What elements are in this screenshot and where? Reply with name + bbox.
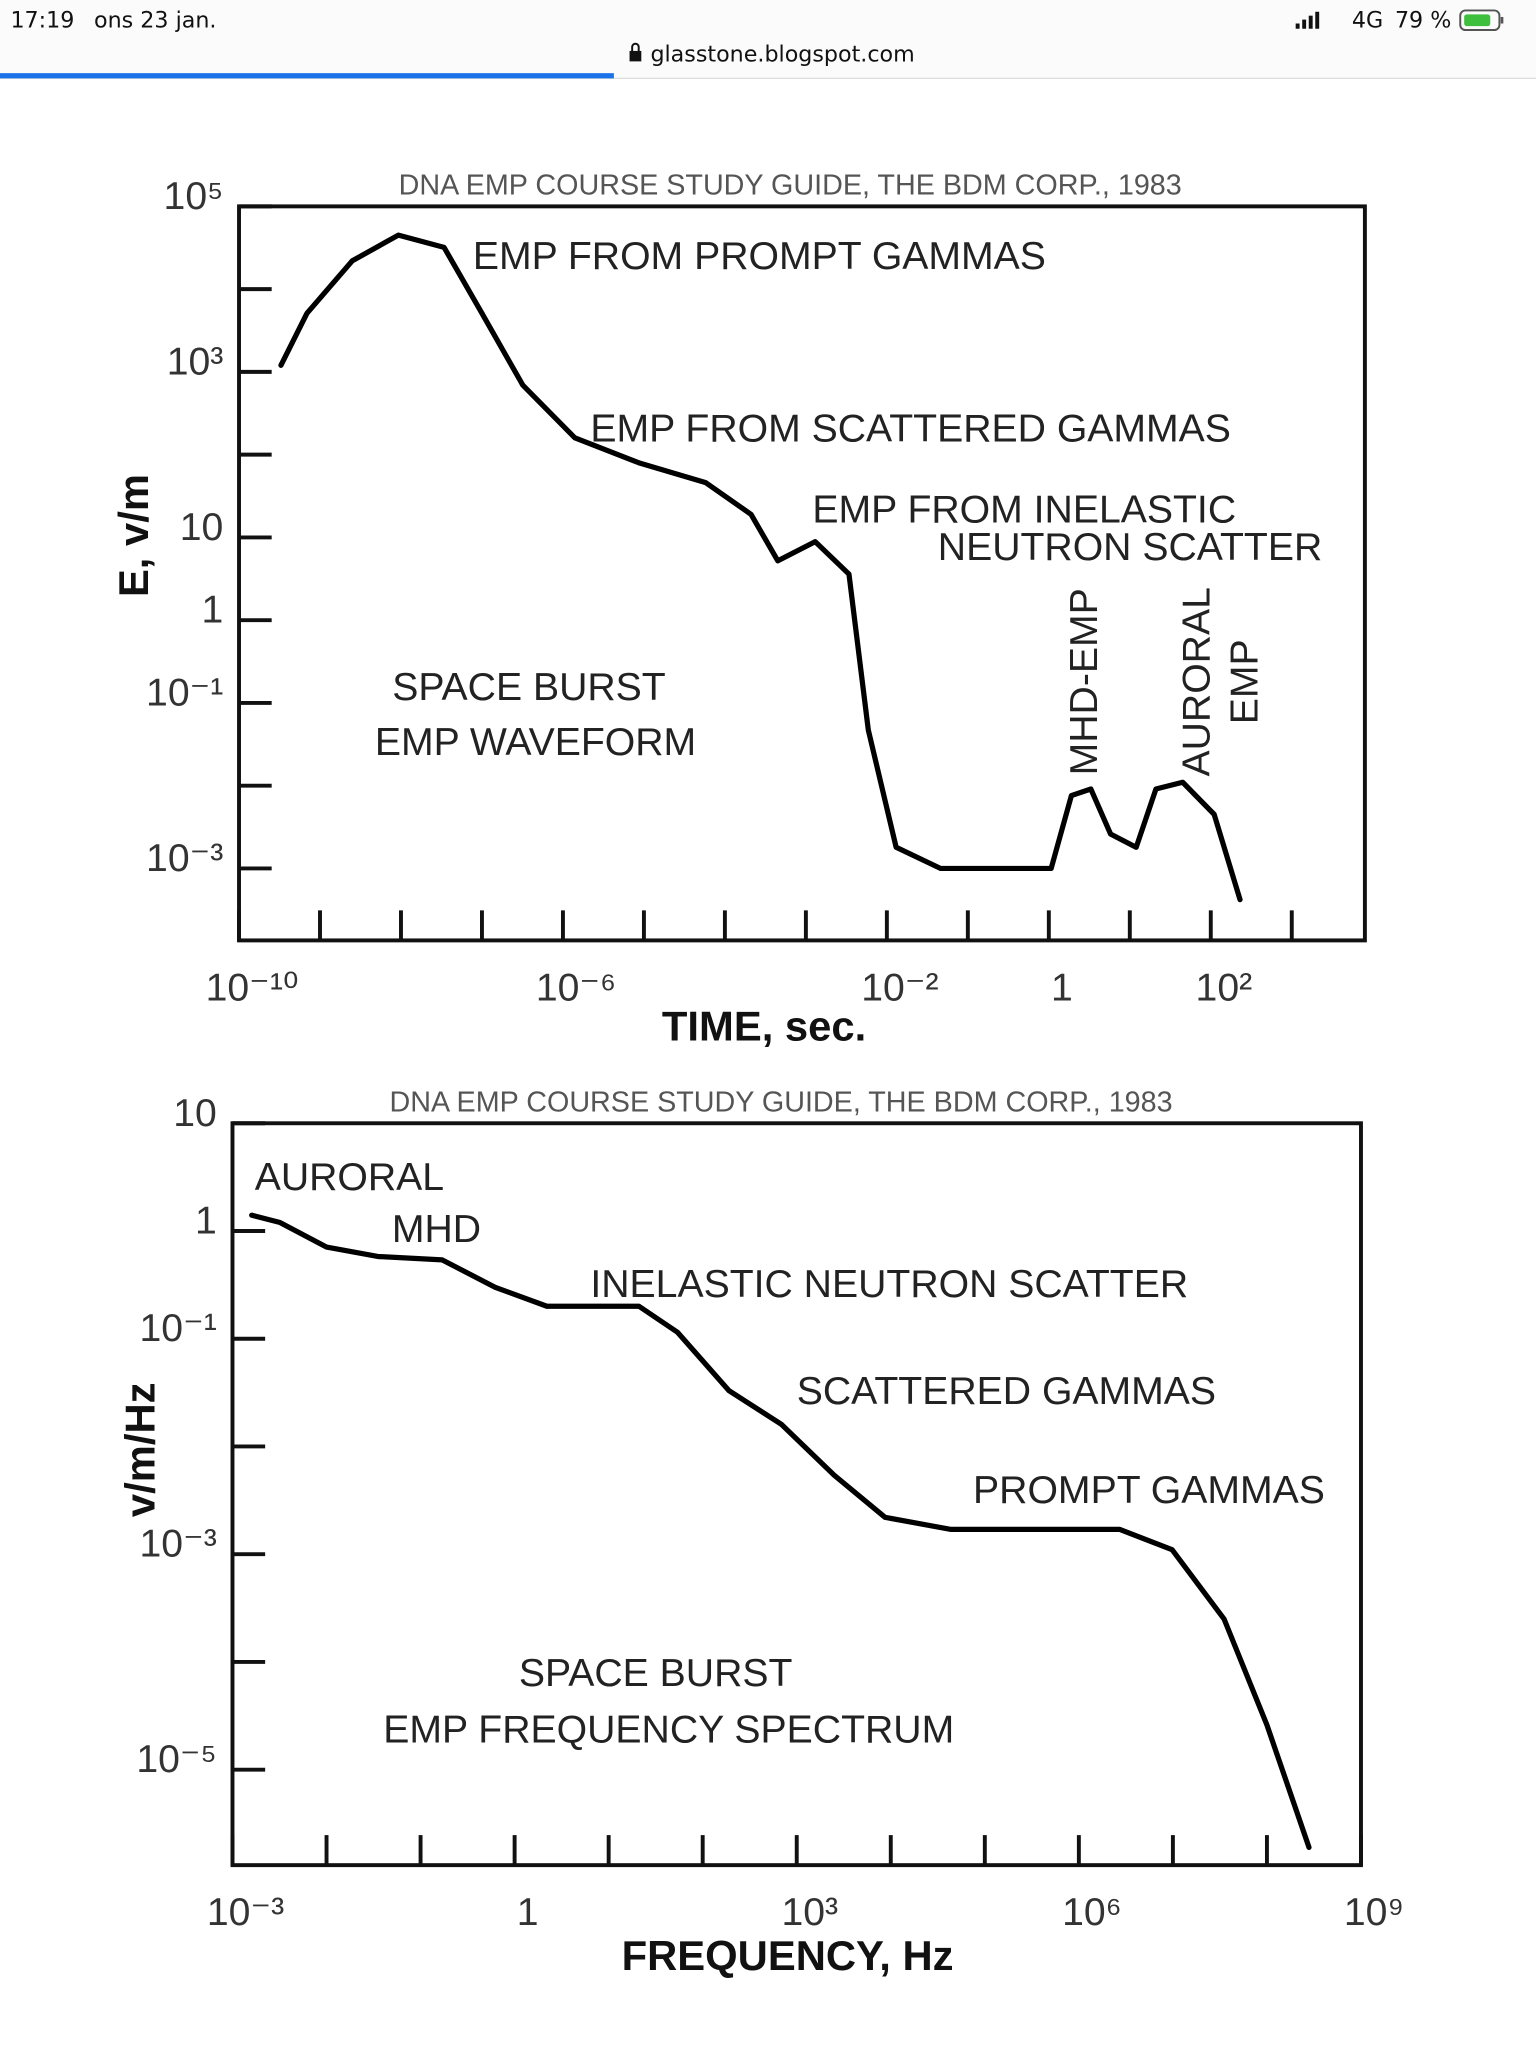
x-tick-label: 10⁻⁶	[536, 966, 616, 1009]
y-tick-label: 10⁻¹	[140, 1307, 217, 1350]
chart-source: DNA EMP COURSE STUDY GUIDE, THE BDM CORP…	[390, 1086, 1173, 1118]
annotation: PROMPT GAMMAS	[973, 1469, 1325, 1512]
annotation: SPACE BURST	[519, 1652, 793, 1695]
y-tick-label: 1	[202, 589, 224, 632]
progress-bar	[0, 73, 614, 79]
annotation: NEUTRON SCATTER	[938, 526, 1322, 569]
annotation: SCATTERED GAMMAS	[797, 1370, 1216, 1413]
battery-icon	[1459, 9, 1504, 32]
url[interactable]: glasstone.blogspot.com	[650, 41, 914, 67]
x-axis-label: FREQUENCY, Hz	[622, 1932, 954, 1979]
x-tick-label: 10³	[781, 1891, 838, 1934]
annotation: EMP	[1224, 639, 1267, 724]
annotation: MHD	[392, 1208, 481, 1251]
network: 4G	[1352, 7, 1383, 33]
y-tick-label: 10⁵	[164, 175, 224, 218]
annotation: AURORAL	[1175, 587, 1218, 776]
annotation: SPACE BURST	[392, 666, 666, 709]
lock-icon	[629, 42, 642, 62]
plot-frame	[237, 204, 1367, 943]
y-tick-label: 10⁻³	[146, 837, 223, 880]
signal	[1295, 11, 1320, 29]
annotation: INELASTIC NEUTRON SCATTER	[590, 1263, 1188, 1306]
x-tick-label: 10⁻¹⁰	[206, 966, 299, 1009]
x-tick-label: 10⁹	[1344, 1891, 1404, 1934]
x-tick-label: 1	[1051, 966, 1073, 1009]
data-line	[278, 232, 1243, 903]
y-tick-label: 10⁻⁵	[136, 1738, 217, 1781]
y-axis-label: E, v/m	[110, 474, 157, 597]
x-tick-label: 1	[517, 1891, 539, 1934]
y-tick-label: 10	[173, 1092, 217, 1135]
annotation: EMP FREQUENCY SPECTRUM	[383, 1708, 954, 1751]
y-tick-label: 10³	[167, 340, 224, 383]
y-tick-label: 1	[195, 1200, 217, 1243]
annotation: EMP WAVEFORM	[375, 721, 696, 764]
y-tick-label: 10⁻¹	[146, 671, 223, 714]
y-tick-label: 10	[180, 506, 224, 549]
annotation: EMP FROM PROMPT GAMMAS	[473, 235, 1046, 278]
x-tick-label: 10⁻³	[207, 1891, 284, 1934]
chart-source: DNA EMP COURSE STUDY GUIDE, THE BDM CORP…	[399, 169, 1182, 201]
x-tick-label: 10⁶	[1062, 1891, 1122, 1934]
date: ons 23 jan.	[94, 7, 216, 33]
data-line	[249, 1212, 1312, 1850]
annotation: EMP FROM INELASTIC	[812, 488, 1236, 531]
clock: 17:19	[10, 7, 74, 33]
battery-level: 79 %	[1395, 7, 1451, 33]
annotation: MHD-EMP	[1063, 588, 1106, 775]
annotation: AURORAL	[255, 1156, 444, 1199]
x-axis-label: TIME, sec.	[662, 1002, 866, 1049]
browser-chrome	[0, 0, 1536, 79]
x-tick-label: 10²	[1196, 966, 1253, 1009]
annotation: EMP FROM SCATTERED GAMMAS	[590, 407, 1231, 450]
x-tick-label: 10⁻²	[861, 966, 938, 1009]
y-axis-label: v/m/Hz	[117, 1382, 164, 1517]
y-tick-label: 10⁻³	[140, 1523, 217, 1566]
